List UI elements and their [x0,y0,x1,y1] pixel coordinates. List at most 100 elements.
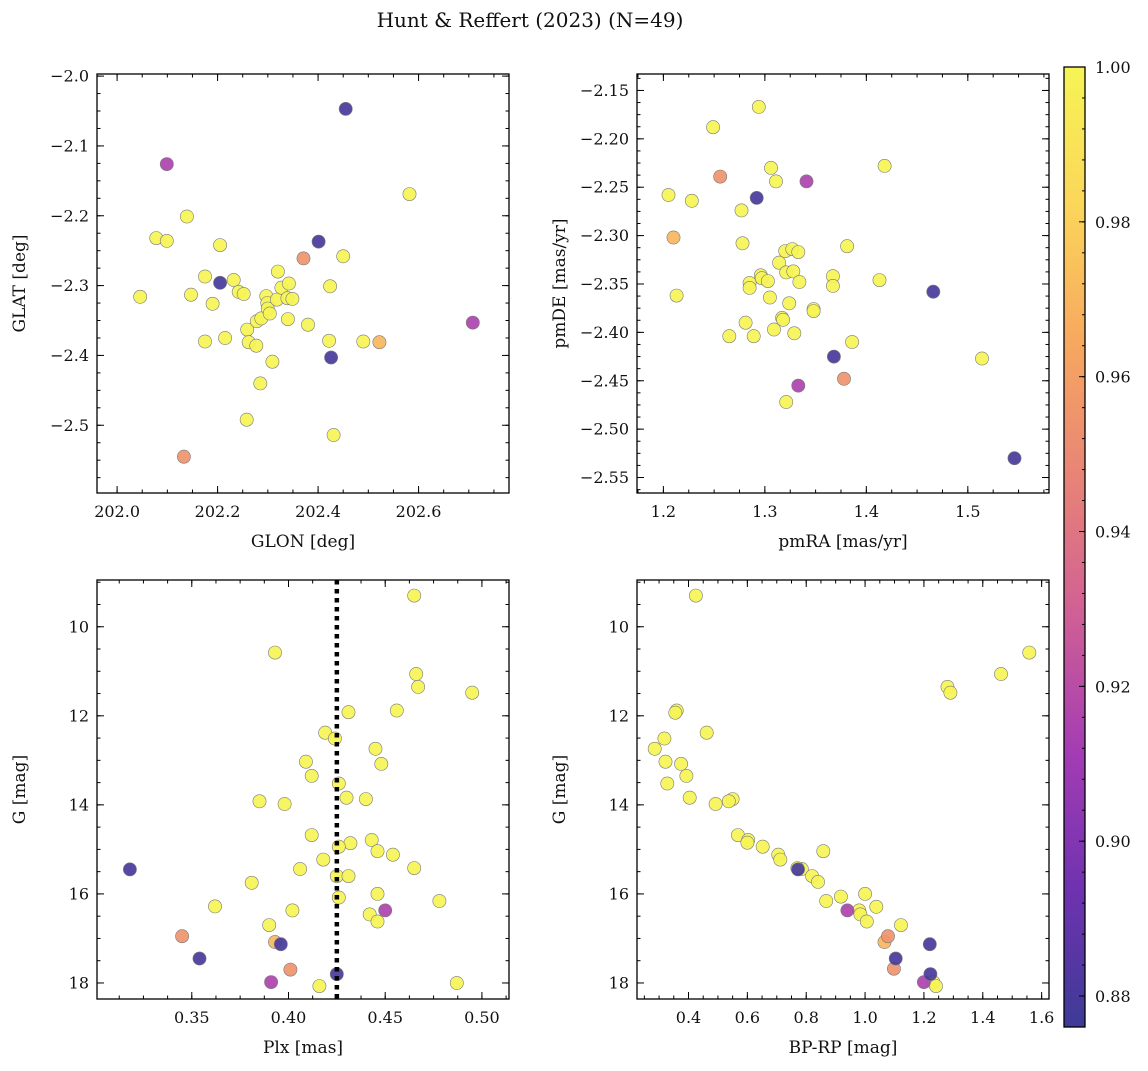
scatter-point [285,903,300,918]
scatter-point [368,741,383,756]
scatter-point [840,903,855,918]
y-tick-label: −2.45 [580,371,629,390]
x-tick-label: 1.2 [651,502,676,521]
scatter-point [779,395,794,409]
y-tick-label: −2.2 [50,206,89,225]
scatter-point [389,703,404,718]
colorbar: 0.88 0.90 0.92 0.94 0.96 0.98 1.00 [1063,58,1131,1028]
y-tick-label: −2.30 [580,226,629,245]
scatter-point [304,828,319,842]
scatter-point [324,350,338,365]
y-tick-label: −2.1 [50,136,89,155]
scatter-point [658,754,673,769]
scatter-point [208,899,222,914]
scatter-point [226,273,241,287]
y-tick-label: −2.50 [580,420,629,439]
plot-frame [636,579,1050,1000]
scatter-point [706,120,720,135]
y-tick-label: −2.35 [580,274,629,293]
scatter-point [773,852,788,867]
y-tick-label: 18 [69,973,89,992]
x-tick-label: 0.50 [464,1008,500,1027]
scatter-point [198,269,212,284]
scatter-point [409,667,424,681]
scatter-point [343,836,358,851]
y-tick-label: 14 [609,795,629,814]
plot-frame [636,73,1050,494]
colorbar-tick-label: 0.98 [1095,213,1131,232]
scatter-point [370,914,385,929]
scatter-point [782,296,797,311]
scatter-point [666,230,681,245]
colorbar-tick-label: 0.94 [1095,523,1131,542]
scatter-point [270,264,285,279]
scatter-point [708,797,723,811]
figure-title: Hunt & Reffert (2023) (N=49) [377,8,684,32]
panel-glon-glat: 202.0 202.2 202.4 202.6 −2.5 −2.4 −2.3 −2.2 −2.1… [10,67,510,552]
scatter-point [179,209,194,224]
scatter-point [293,862,307,876]
scatter-point [402,187,417,201]
scatter-point [277,797,292,811]
scatter-point [1022,645,1037,660]
scatter-point [869,899,884,914]
y-tick-label: 18 [609,973,629,992]
scatter-point [338,102,353,116]
scatter-point [740,835,755,850]
scatter-point [845,335,859,349]
scatter-point [827,349,841,364]
scatter-point [669,288,684,303]
scatter-point [283,962,298,977]
scatter-point [273,937,288,952]
x-tick-label: 1.0 [852,1008,877,1027]
scatter-point [755,839,770,854]
scatter-point [280,312,295,326]
scatter-point [244,875,259,890]
y-tick-label: −2.55 [580,468,629,487]
scatter-point [888,951,903,966]
scatter-point [922,937,937,952]
scatter-point [660,776,675,791]
scatter-point [734,203,749,218]
scatter-point [198,334,212,349]
scatter-point [370,887,385,901]
scatter-point [296,251,311,266]
scatter-point [322,333,336,348]
scatter-point [834,889,848,904]
scatter-point [826,278,840,293]
y-tick-label: 16 [609,884,629,903]
scatter-point [385,847,400,862]
scatter-point [791,245,806,259]
x-tick-label: 0.45 [367,1008,403,1027]
scatter-point [370,844,385,859]
y-axis-label: G [mag] [10,755,30,824]
panel-plx-g: 0.35 0.40 0.45 0.50 10 12 14 16 18 Plx [mas] G [ma… [10,579,510,1058]
x-axis-label: Plx [mas] [263,1038,343,1058]
scatter-point [816,844,831,859]
scatter-point [285,291,300,306]
scatter-point [819,894,834,908]
scatter-point [877,158,892,173]
scatter-point [679,769,694,783]
y-axis-label: G [mag] [550,755,570,824]
scatter-point [787,326,802,341]
x-tick-label: 1.4 [854,502,879,521]
x-tick-label: 0.35 [174,1008,210,1027]
colorbar-gradient [1064,67,1085,1027]
scatter-point [657,731,672,746]
scatter-point [751,100,766,114]
scatter-point [358,792,373,806]
x-axis-label: GLON [deg] [251,532,355,552]
scatter-point [746,329,761,344]
scatter-point [769,174,783,189]
scatter-point [975,351,989,366]
scatter-point [837,371,851,386]
x-tick-label: 0.40 [271,1008,307,1027]
y-tick-label: 12 [69,706,89,725]
scatter-point [311,234,326,249]
scatter-point [133,289,148,304]
x-axis-label: BP-RP [mag] [789,1038,898,1058]
scatter-point [684,193,699,208]
scatter-point [735,236,750,251]
